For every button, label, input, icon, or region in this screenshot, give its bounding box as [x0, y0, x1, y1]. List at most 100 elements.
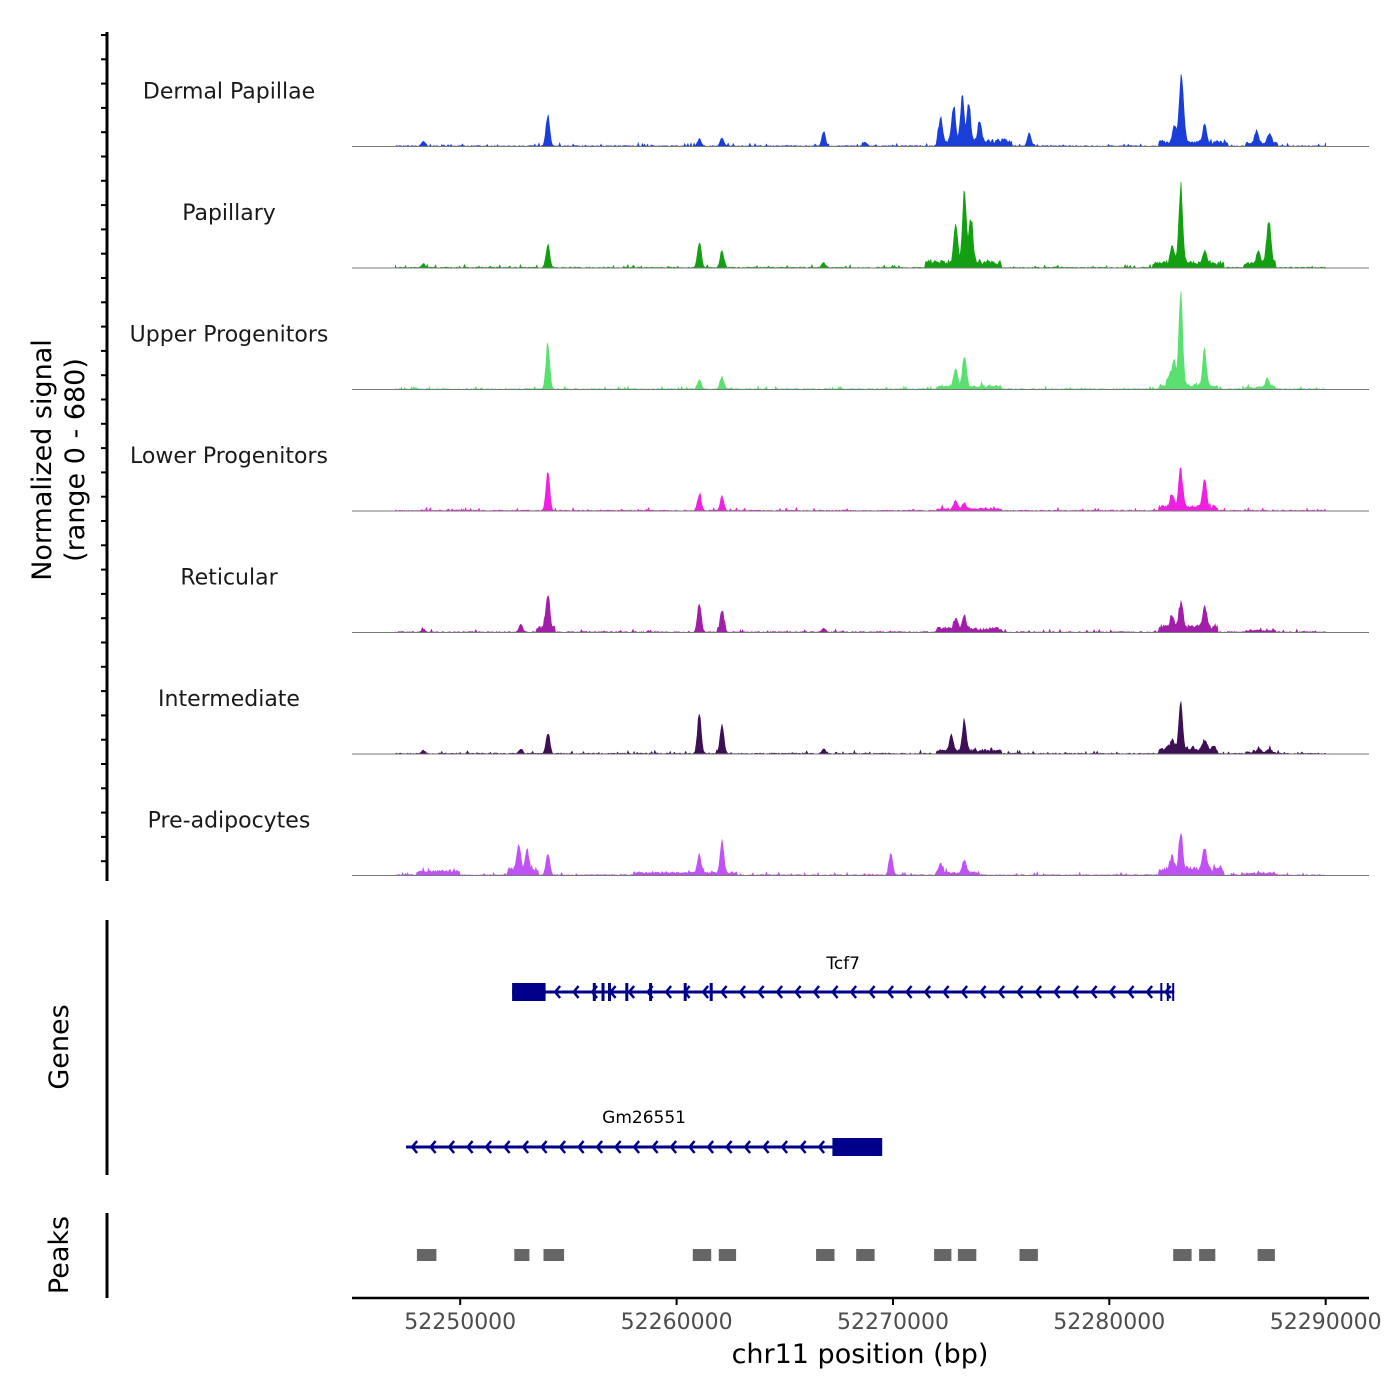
strand-arrow [719, 985, 728, 999]
strand-arrow [465, 1140, 474, 1154]
strand-arrow [1034, 985, 1043, 999]
strand-arrow [576, 1140, 585, 1154]
strand-arrow [687, 1140, 696, 1154]
signal-area [395, 291, 1326, 391]
x-tick-label: 52270000 [837, 1310, 949, 1335]
strand-arrow [1126, 985, 1135, 999]
signal-area [395, 701, 1326, 755]
strand-arrow [701, 985, 710, 999]
strand-arrow [539, 1140, 548, 1154]
strand-arrow [664, 985, 673, 999]
peak-track [416, 1249, 1275, 1261]
strand-arrow [1145, 985, 1154, 999]
strand-arrow [756, 985, 765, 999]
strand-arrow [410, 1140, 419, 1154]
strand-arrow [571, 985, 580, 999]
track-label: Lower Progenitors [130, 444, 328, 469]
x-axis-ticks: 52250000 52260000 52270000 52280000 52290000 [404, 1298, 1382, 1335]
strand-arrow [743, 1140, 752, 1154]
strand-arrow [627, 985, 636, 999]
strand-arrow [793, 985, 802, 999]
signal-axis-ticks [101, 34, 107, 863]
gene-track: Tcf7 Gm26551 [406, 954, 1175, 1156]
strand-arrow [558, 1140, 567, 1154]
strand-arrow [428, 1140, 437, 1154]
peak-region [1173, 1249, 1192, 1261]
strand-arrow [706, 1140, 715, 1154]
gene-exon [683, 983, 687, 1001]
strand-arrow [650, 1140, 659, 1154]
signal-area [395, 467, 1326, 512]
track-label: Upper Progenitors [130, 323, 329, 348]
peak-region [816, 1249, 835, 1261]
peak-region [934, 1249, 952, 1261]
strand-arrow [941, 985, 950, 999]
gene-exon [608, 983, 611, 1001]
strand-arrow [798, 1140, 807, 1154]
x-tick-label: 52290000 [1270, 1310, 1382, 1335]
peaks-axis-title: Peaks [44, 1216, 75, 1294]
strand-arrow [997, 985, 1006, 999]
signal-area [395, 595, 1326, 634]
strand-arrow [484, 1140, 493, 1154]
gene-tcf7: Tcf7 [512, 954, 1175, 1001]
peak-region [1019, 1249, 1038, 1261]
gene-exon [601, 983, 605, 1001]
strand-arrow [724, 1140, 733, 1154]
strand-arrow [632, 1140, 641, 1154]
x-axis-title: chr11 position (bp) [732, 1339, 989, 1370]
gene-label: Tcf7 [825, 954, 860, 974]
signal-axis-title: Normalized signal [27, 339, 58, 581]
strand-arrow [447, 1140, 456, 1154]
strand-arrow [1089, 985, 1098, 999]
strand-arrow [775, 985, 784, 999]
x-tick-label: 52280000 [1053, 1310, 1165, 1335]
strand-arrow [553, 985, 562, 999]
peak-region [543, 1249, 565, 1261]
strand-arrow [849, 985, 858, 999]
strand-arrow [613, 1140, 622, 1154]
strand-arrow [960, 985, 969, 999]
strand-arrow [817, 1140, 826, 1154]
track-reticular: Reticular [180, 566, 1369, 634]
strand-arrow [886, 985, 895, 999]
gene-exon-block [832, 1138, 883, 1156]
strand-arrow [1108, 985, 1117, 999]
track-label: Intermediate [158, 687, 300, 712]
track-label: Papillary [182, 201, 276, 226]
strand-arrow [1071, 985, 1080, 999]
peak-region [718, 1249, 737, 1261]
strand-arrow [521, 1140, 530, 1154]
strand-arrow [1052, 985, 1061, 999]
track-papillary: Papillary [182, 181, 1369, 269]
track-pre-adipocytes: Pre-adipocytes [148, 809, 1369, 876]
strand-arrow [978, 985, 987, 999]
strand-arrow [502, 1140, 511, 1154]
gene-exon-block [512, 983, 546, 1001]
strand-arrow [738, 985, 747, 999]
track-label: Pre-adipocytes [148, 809, 311, 834]
gene-exon [709, 983, 713, 1001]
genes-axis-title: Genes [44, 1004, 75, 1089]
signal-area [395, 181, 1326, 269]
strand-arrow [780, 1140, 789, 1154]
peak-region [1257, 1249, 1275, 1261]
peak-region [856, 1249, 875, 1261]
strand-arrow [1163, 985, 1172, 999]
strand-arrow [669, 1140, 678, 1154]
track-label: Dermal Papillae [143, 80, 315, 105]
gene-gm26551: Gm26551 [406, 1108, 883, 1156]
strand-arrow [595, 1140, 604, 1154]
signal-axis-range: (range 0 - 680) [60, 358, 91, 562]
peak-region [416, 1249, 437, 1261]
signal-area [394, 74, 1326, 148]
coverage-tracks: Dermal Papillae Papillary Upper Progenitor… [130, 74, 1369, 876]
track-intermediate: Intermediate [158, 687, 1369, 755]
peak-region [514, 1249, 530, 1261]
strand-arrow [830, 985, 839, 999]
gene-exon [592, 983, 596, 1001]
gene-exon [649, 983, 653, 1001]
peak-region [1199, 1249, 1216, 1261]
x-tick-label: 52250000 [404, 1310, 516, 1335]
